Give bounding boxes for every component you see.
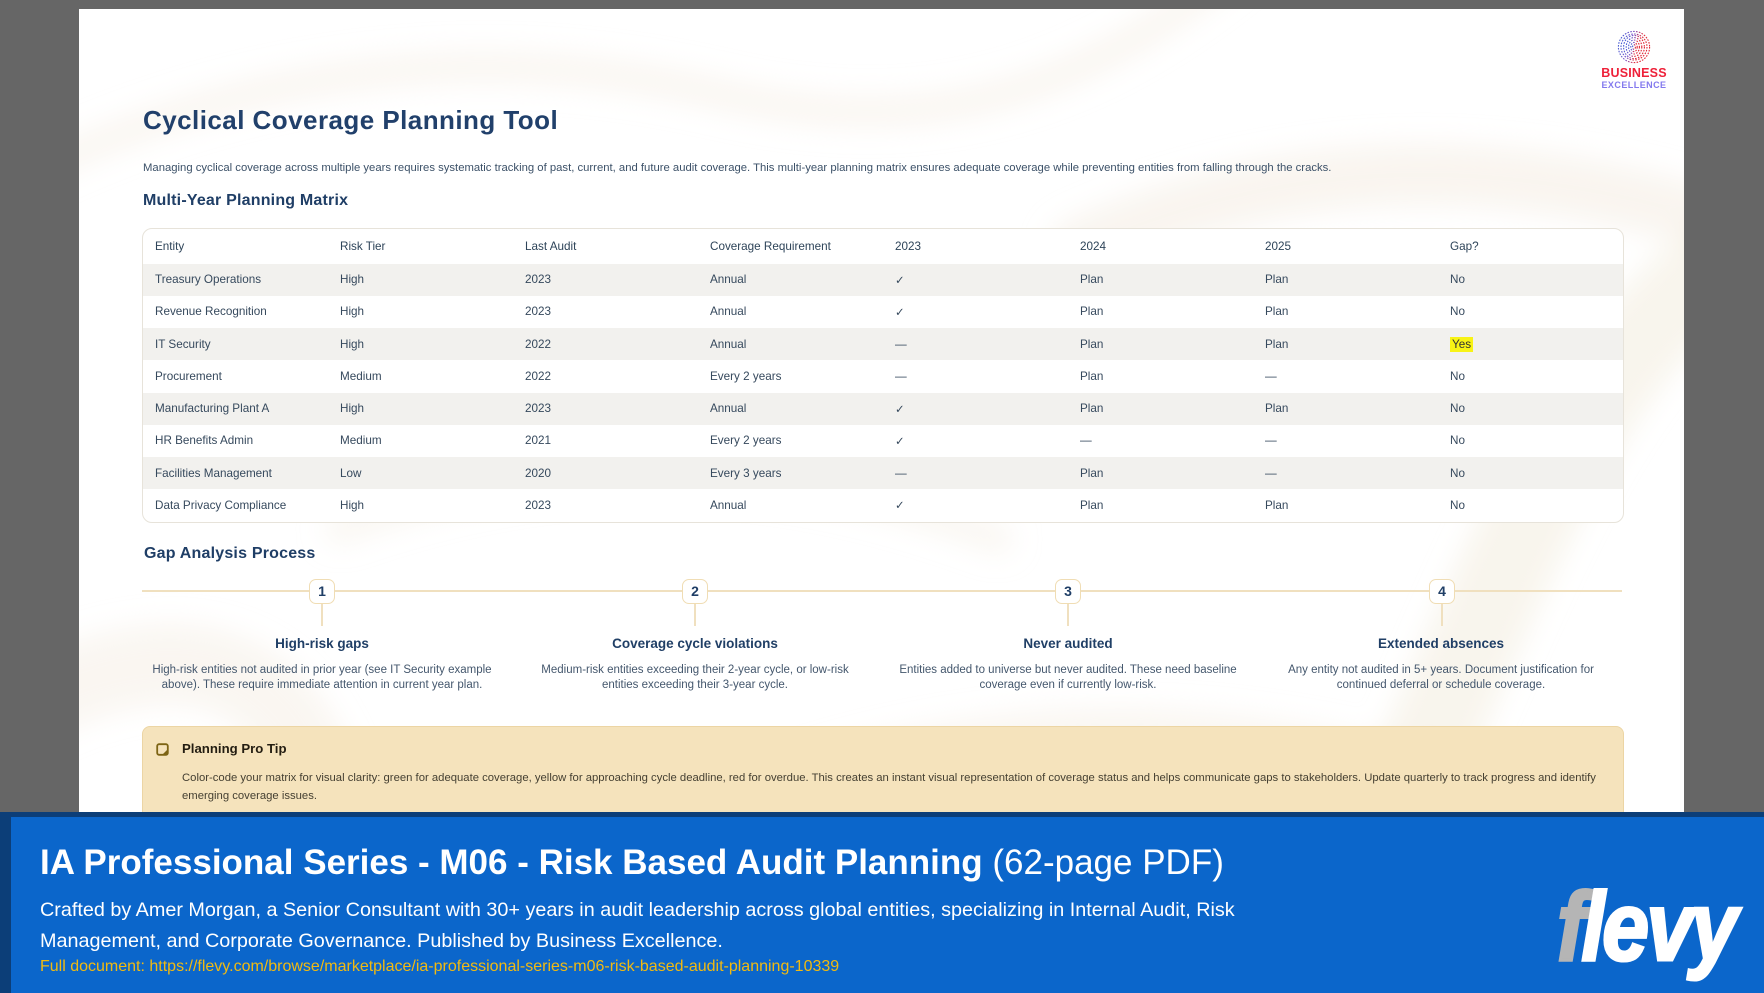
svg-text:levy: levy: [1581, 874, 1742, 982]
